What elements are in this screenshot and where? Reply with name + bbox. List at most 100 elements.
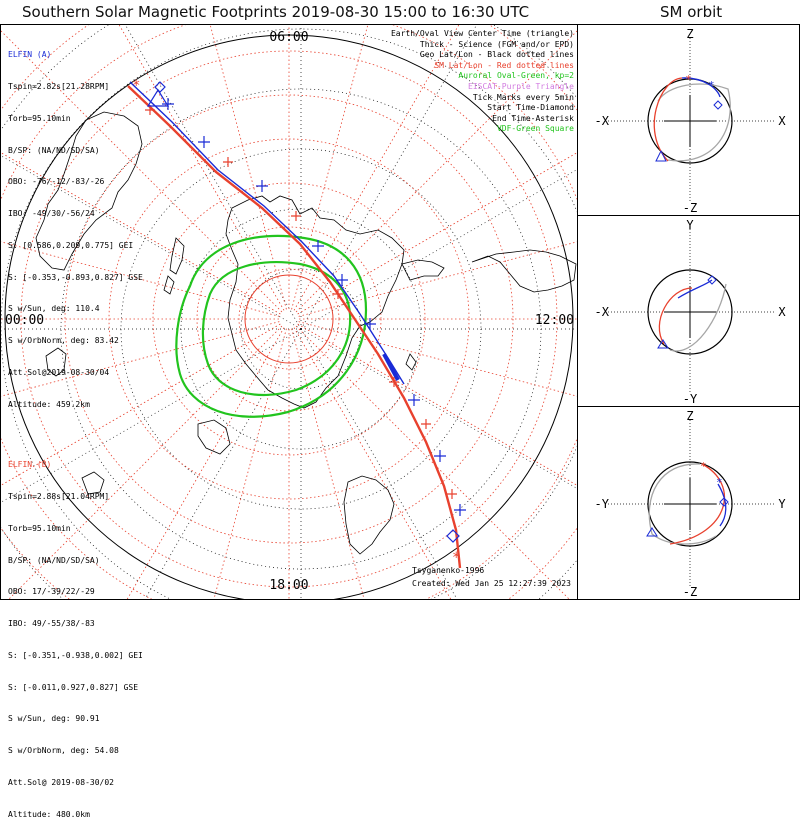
footer-created: Created: Wed Jan 25 12:27:39 2023 bbox=[412, 579, 571, 588]
clock-label-bottom: 18:00 bbox=[269, 578, 308, 593]
orbit-elfin-a-path bbox=[717, 483, 727, 527]
orbit-axis-label-bottom: -Z bbox=[683, 201, 697, 215]
orbit-end-asterisk: * bbox=[685, 73, 692, 86]
track-tick-mark bbox=[291, 211, 301, 221]
orbit-plot-xz: * * Z -Z -X X bbox=[595, 27, 787, 215]
main-title: Southern Solar Magnetic Footprints 2019-… bbox=[22, 3, 530, 21]
sm-lat-circle bbox=[20, 50, 558, 588]
track-tick-mark bbox=[162, 98, 174, 110]
coastline bbox=[197, 419, 231, 455]
orbit-elfin-b-path bbox=[658, 287, 693, 345]
start-diamond bbox=[154, 81, 166, 93]
coastline bbox=[471, 249, 577, 293]
sm-lon-line bbox=[295, 30, 577, 313]
elfin-b-name: ELFIN (B) bbox=[8, 460, 52, 470]
end-asterisk: * bbox=[452, 550, 460, 566]
sm-lon-line bbox=[209, 25, 287, 310]
orbit-axis-label-left: -Y bbox=[595, 497, 610, 511]
earth-circle bbox=[647, 461, 733, 547]
elfin-a-science-segment bbox=[382, 353, 400, 381]
sm-lat-circle bbox=[108, 138, 470, 500]
elfin-a-line: S: [-0.353,-0.893,0.827] GSE bbox=[8, 272, 143, 282]
elfin-a-line: S w/OrbNorm, deg: 83.42 bbox=[8, 336, 119, 346]
elfin-a-line: Altitude: 459.2km bbox=[8, 399, 90, 409]
orbit-gray-path bbox=[657, 83, 731, 162]
sm-lon-line bbox=[1, 321, 280, 397]
sm-lon-line bbox=[213, 328, 287, 599]
elfin-a-line: B/SP: (NA/ND/SD/SA) bbox=[8, 145, 100, 155]
elfin-a-line: OBO: -76/-12/-83/-26 bbox=[8, 177, 105, 187]
legend-entry: Geo Lat/Lon - Black dotted lines bbox=[419, 50, 574, 60]
legend-entry: SM Lat/Lon - Red dotted lines bbox=[434, 60, 574, 70]
end-asterisk: * bbox=[132, 78, 140, 94]
orbit-start-diamond bbox=[719, 497, 729, 507]
clock-label-top: 06:00 bbox=[269, 30, 308, 45]
geo-lon-line bbox=[300, 328, 458, 599]
orbit-gray-path bbox=[648, 463, 717, 545]
earth-circle bbox=[647, 78, 733, 164]
orbit-end-asterisk: * bbox=[716, 476, 723, 489]
coastline bbox=[45, 347, 67, 377]
elfin-b-track bbox=[127, 85, 462, 569]
sm-lon-line bbox=[297, 323, 577, 486]
coastline bbox=[343, 475, 395, 555]
orbit-elfin-a-path bbox=[681, 77, 721, 98]
elfin-b-line: S: [-0.011,0.927,0.827] GSE bbox=[8, 682, 139, 692]
elfin-b-line: OBO: 17/-39/22/-29 bbox=[8, 587, 95, 597]
track-tick-mark bbox=[389, 377, 399, 387]
orbit-axis-label-right: X bbox=[778, 305, 786, 319]
footer-author: Tsyganenko-1996 bbox=[412, 566, 485, 575]
geo-lon-line bbox=[300, 328, 577, 489]
sm-lon-line bbox=[293, 25, 460, 311]
sm-lon-line bbox=[295, 325, 570, 599]
legend: Earth/Oval View Center Time (triangle) Th… bbox=[391, 29, 574, 135]
track-tick-mark bbox=[447, 489, 457, 499]
orbit-gray-path bbox=[669, 283, 727, 352]
orbit-axis-label-bottom: -Y bbox=[683, 392, 698, 406]
sm-lon-line bbox=[1, 323, 281, 486]
legend-entry: Auroral Oval-Green, kp=2 bbox=[458, 71, 574, 81]
elfin-a-name: ELFIN (A) bbox=[8, 50, 52, 60]
orbit-plot-xy: Y -Y -X X bbox=[595, 218, 787, 406]
track-tick-mark bbox=[434, 450, 446, 462]
track-tick-mark bbox=[198, 136, 210, 148]
track-tick-mark bbox=[421, 419, 431, 429]
sm-lon-line bbox=[126, 327, 285, 599]
sm-lat-circle bbox=[64, 94, 514, 544]
orbit-elfin-a-path bbox=[677, 279, 713, 299]
clock-label-right: 12:00 bbox=[535, 313, 574, 328]
elfin-b-line: S w/Sun, deg: 90.91 bbox=[8, 714, 100, 724]
elfin-b-line: Tspin=2.88s[21.04RPM] bbox=[8, 491, 110, 501]
orbit-plot-yz: * * Z -Z -Y Y bbox=[595, 409, 787, 599]
elfin-b-info: ELFIN (B) Tspin=2.88s[21.04RPM] Torb=95.… bbox=[8, 439, 143, 831]
track-tick-mark bbox=[312, 240, 324, 252]
earth-circle bbox=[647, 269, 733, 355]
coastline bbox=[225, 195, 405, 409]
sm-lon-line bbox=[297, 152, 577, 315]
orbit-end-asterisk: * bbox=[700, 460, 707, 473]
legend-entry: VDF-Green Square bbox=[496, 124, 574, 134]
coastline bbox=[169, 237, 185, 275]
elfin-a-line: Tspin=2.82s[21.28RPM] bbox=[8, 81, 110, 91]
track-tick-mark bbox=[454, 504, 466, 516]
legend-entry: End Time-Asterisk bbox=[492, 113, 574, 123]
track-tick-mark bbox=[145, 105, 155, 115]
track-tick-mark bbox=[333, 289, 343, 299]
sm-lon-line bbox=[8, 325, 283, 599]
orbit-axis-label-left: -X bbox=[595, 305, 610, 319]
orbit-axis-label-bottom: -Z bbox=[683, 585, 697, 599]
clock-label-left: 00:00 bbox=[5, 313, 44, 328]
orbit-end-asterisk: * bbox=[708, 79, 715, 92]
orbit-axis-label-top: Y bbox=[686, 218, 694, 232]
elfin-b-line: B/SP: (NA/ND/SD/SA) bbox=[8, 555, 100, 565]
orbit-axis-label-right: Y bbox=[778, 497, 786, 511]
coastline bbox=[405, 353, 417, 371]
sm-lon-line bbox=[291, 25, 369, 310]
polar-map: * * 06:00 00:00 12:00 18:00 bbox=[1, 25, 577, 599]
orbit-axis-label-top: Z bbox=[686, 27, 693, 41]
elfin-a-track bbox=[129, 81, 405, 385]
auroral-oval-inner bbox=[201, 261, 352, 397]
orbit-view-triangle bbox=[655, 149, 667, 162]
sm-lon-line bbox=[298, 321, 577, 397]
coastline bbox=[81, 471, 105, 495]
